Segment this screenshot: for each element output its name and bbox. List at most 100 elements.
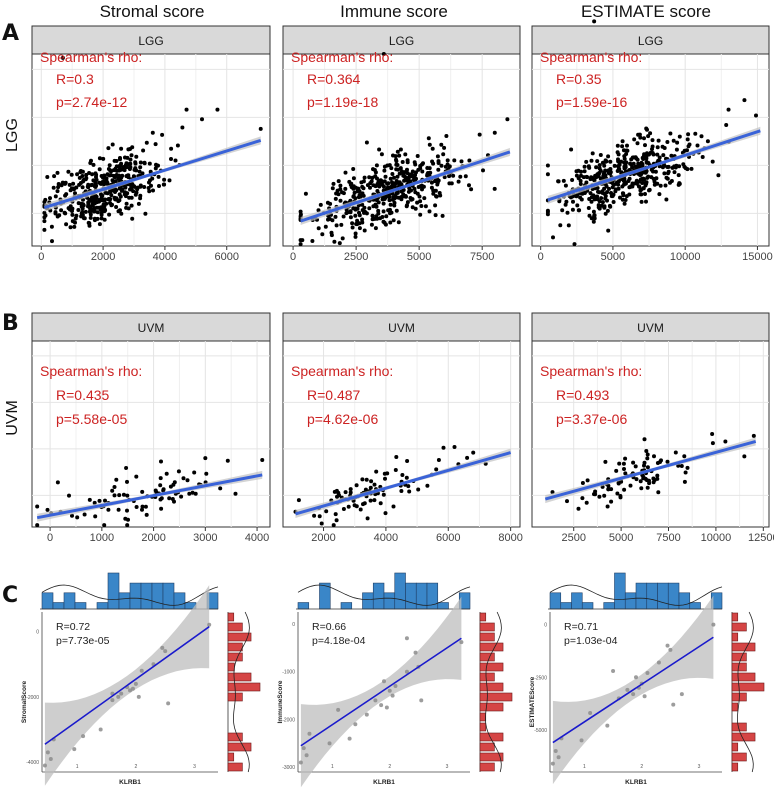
chart-a2-point	[434, 194, 438, 199]
chart-b2-point	[471, 450, 476, 455]
chart-c1-side-hist-bar	[227, 622, 243, 632]
chart-a3-point	[685, 167, 690, 172]
chart-c2-side-hist-bar	[479, 762, 495, 772]
chart-a1-point	[109, 193, 114, 198]
chart-a3-point	[596, 189, 600, 194]
chart-a3-point	[665, 176, 670, 181]
chart-a1-point	[129, 153, 134, 158]
chart-b1-point	[45, 507, 50, 512]
chart-a1-point	[125, 155, 130, 160]
chart-a1-point	[138, 165, 143, 170]
chart-a2-point	[451, 173, 456, 178]
chart-a1-point	[97, 205, 102, 210]
chart-b2-strip	[282, 312, 521, 342]
chart-a3-point	[606, 228, 611, 233]
chart-a1-point	[114, 188, 119, 193]
chart-a2-point	[343, 170, 348, 175]
chart-a1-point	[74, 213, 79, 218]
chart-a2-point	[394, 208, 399, 213]
chart-c2-point	[404, 636, 409, 641]
chart-b2-point	[368, 485, 373, 490]
chart-c2-x-axis-label: KLRB1	[373, 779, 395, 786]
chart-a1-point	[99, 195, 104, 200]
chart-b2-point	[372, 482, 377, 487]
chart-c2-y-tick-label: 0	[292, 622, 295, 628]
chart-b2-point	[385, 471, 390, 476]
chart-b1-x-tick-label: 2000	[141, 532, 165, 544]
chart-c3: 0 -2500 -5000 1 2 3 KLRB1 ESTIMATEScore R=0.71 p=…	[529, 572, 765, 786]
chart-c2-point	[353, 722, 358, 727]
chart-c1-top-hist-bar	[96, 602, 109, 610]
chart-a3-point	[603, 196, 608, 201]
chart-c3-top-hist-bar	[549, 592, 562, 610]
chart-b1-point	[260, 458, 265, 463]
panel-label-c: C	[2, 583, 18, 608]
chart-a1-point	[55, 189, 60, 194]
chart-a2-point	[350, 221, 355, 226]
chart-a3-point	[599, 196, 604, 201]
chart-a2-point	[300, 238, 305, 243]
chart-b3-point	[710, 441, 715, 446]
chart-a3-point	[586, 164, 591, 169]
chart-a3-point	[582, 191, 587, 195]
chart-c1-point	[72, 747, 77, 752]
chart-a2-point	[385, 163, 390, 168]
chart-a2-point	[382, 168, 387, 173]
chart-b1-point	[172, 480, 177, 485]
chart-a2-point	[334, 223, 339, 228]
chart-a1-point	[42, 210, 47, 215]
chart-a3-point	[560, 208, 565, 213]
chart-a1-point	[97, 167, 102, 172]
chart-b3-point	[652, 454, 656, 459]
chart-c1-side-hist-bar	[227, 612, 235, 622]
chart-a1-point	[180, 125, 185, 130]
chart-b1-point	[126, 517, 130, 522]
chart-b3-annotation-p: p=3.37e-06	[556, 411, 627, 427]
chart-a1-point	[173, 158, 178, 163]
chart-a1-point	[142, 161, 147, 166]
chart-a2-point	[357, 210, 361, 215]
chart-b2-point	[343, 490, 348, 495]
chart-b1-annotation-r: R=0.435	[56, 387, 110, 403]
chart-c3-point	[645, 671, 650, 676]
chart-b1-point	[103, 498, 107, 503]
chart-b3-point	[665, 459, 670, 464]
chart-b2-point	[369, 479, 374, 484]
chart-a2-point	[399, 189, 404, 194]
chart-a2-point	[419, 204, 424, 208]
chart-a1-point	[128, 157, 133, 162]
chart-b1-point	[125, 493, 130, 498]
chart-b1-point	[134, 505, 139, 509]
chart-a1-point	[72, 224, 77, 229]
chart-a1-point	[119, 146, 124, 151]
chart-c1-y-tick-label: -2000	[26, 695, 39, 701]
chart-c1-top-density-curve	[41, 584, 219, 606]
chart-a3-point	[575, 203, 580, 208]
chart-a2-point	[388, 207, 392, 212]
chart-a1-point	[128, 161, 133, 166]
chart-c2-top-hist-bar	[405, 582, 417, 610]
chart-a3-point	[590, 176, 595, 180]
chart-a2-point	[370, 213, 375, 218]
chart-a2-point	[427, 166, 432, 171]
chart-a3-point	[609, 191, 613, 195]
chart-c3-point	[634, 675, 638, 680]
chart-c1-point	[48, 756, 53, 761]
chart-a2-point	[374, 163, 379, 168]
chart-a1-point	[92, 201, 97, 206]
chart-b1-point	[176, 469, 181, 474]
chart-b2-point	[333, 512, 338, 517]
chart-a1-point	[42, 227, 47, 232]
chart-a1-point	[134, 190, 139, 195]
chart-a3-point	[724, 123, 729, 127]
chart-a3-point	[649, 167, 654, 172]
chart-a2-point	[441, 152, 446, 157]
chart-a1-point	[89, 207, 94, 212]
chart-c2-top-hist-bar	[437, 602, 449, 610]
chart-a1-strip-label: LGG	[138, 34, 163, 48]
chart-b2-point	[400, 473, 405, 477]
chart-c1-side-hist-bar	[227, 682, 261, 692]
chart-a1-point	[133, 160, 138, 165]
chart-c3-side-hist-bar	[731, 612, 739, 622]
chart-b1-point	[110, 488, 115, 493]
